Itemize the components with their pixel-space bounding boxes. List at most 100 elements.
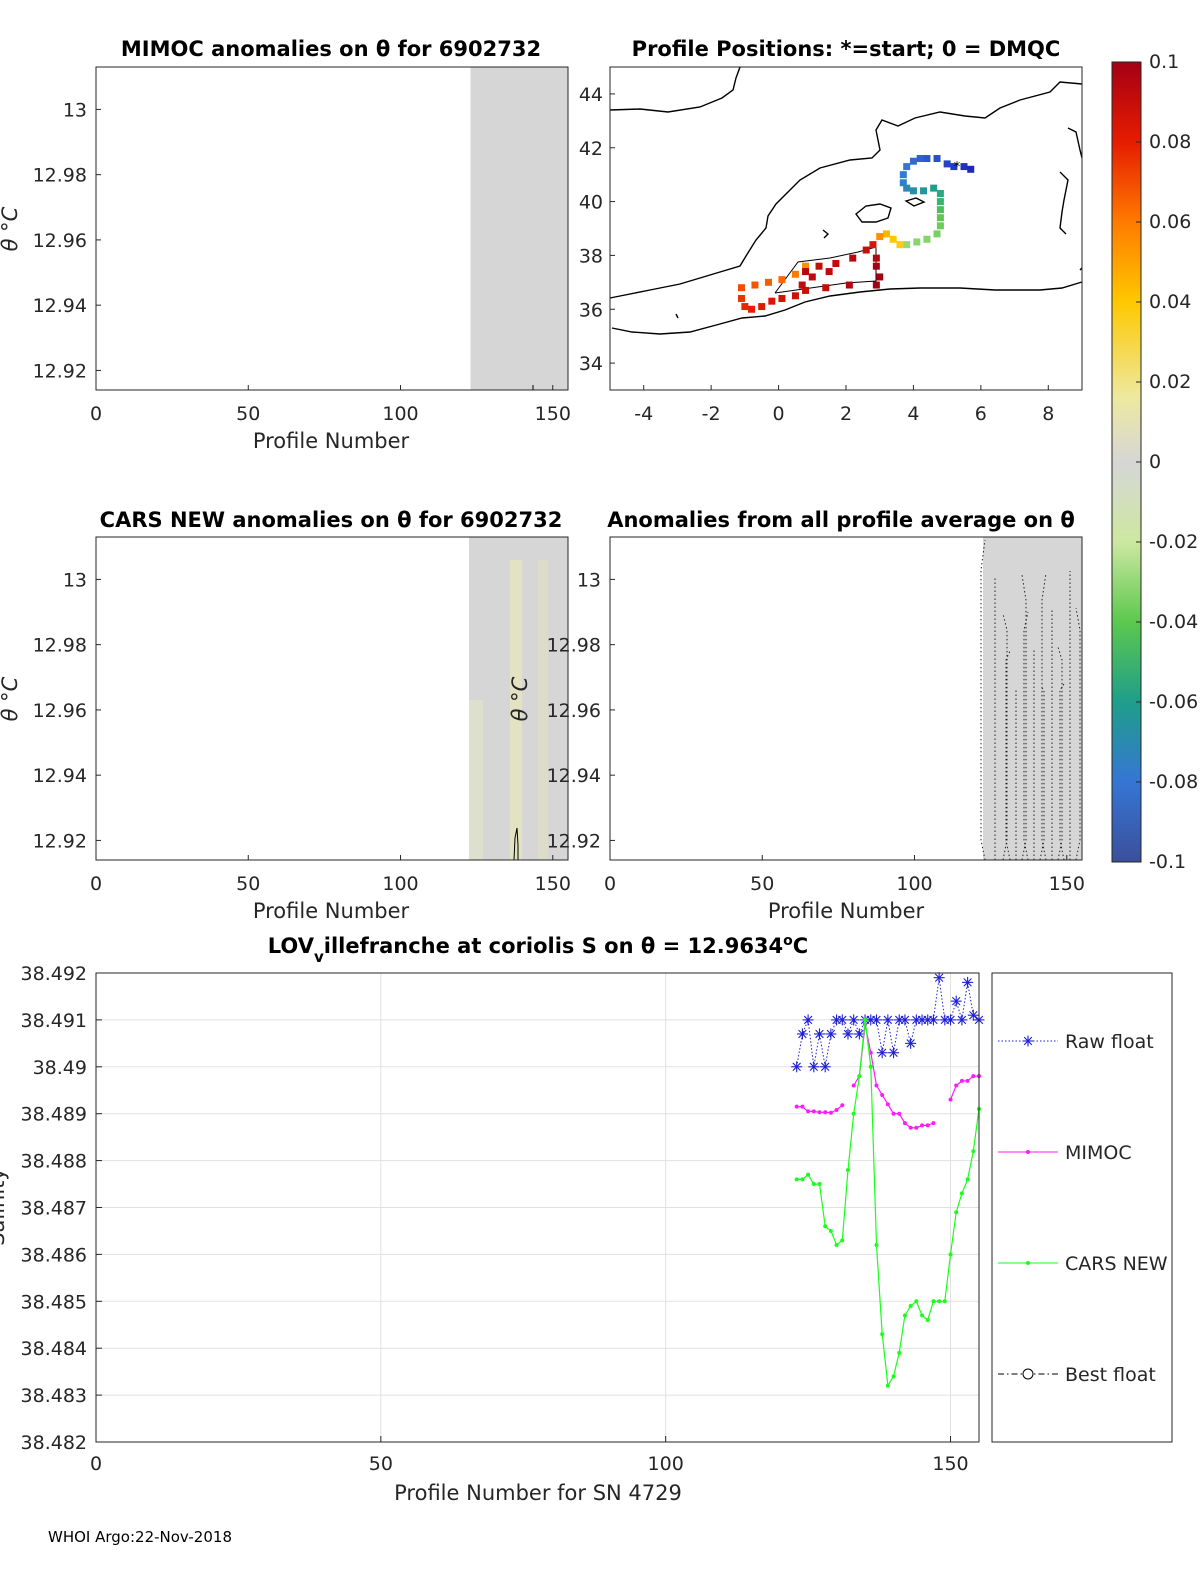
- profile-point: [778, 276, 786, 284]
- cars-panel: CARS NEW anomalies on θ for 6902732 0 50 1…: [0, 508, 571, 923]
- y-tick-label: 12.94: [33, 765, 87, 787]
- mimoc-point: [800, 1104, 805, 1109]
- legend-label: Best float: [1065, 1364, 1156, 1386]
- mimoc-point: [834, 1107, 839, 1112]
- colorbar-tick-label: 0.08: [1149, 131, 1191, 153]
- salinity-panel: LOVvillefranche at coriolis S on θ = 12.…: [0, 933, 1173, 1505]
- profile-point: [903, 184, 911, 192]
- salinity-series: [791, 972, 985, 1388]
- y-tick-label: 12.94: [33, 295, 87, 317]
- colorbar-tick-label: -0.1: [1149, 851, 1186, 873]
- raw-float-point: [791, 1061, 803, 1073]
- profile-point: [751, 281, 759, 289]
- colorbar-tick-label: 0: [1149, 451, 1161, 473]
- colorbar-tick-label: 0.02: [1149, 371, 1191, 393]
- profile-point: [822, 284, 830, 292]
- raw-float-star-stroke: [838, 1015, 847, 1025]
- allavg-contour-line: [980, 539, 986, 861]
- raw-float-point: [956, 1014, 968, 1026]
- mimoc-point: [908, 1125, 913, 1130]
- profile-point: [876, 233, 884, 241]
- colorbar-tick-label: -0.04: [1149, 611, 1198, 633]
- salinity-grid: [95, 972, 979, 1443]
- legend-marker: [1022, 1368, 1034, 1380]
- mimoc-point: [914, 1125, 919, 1130]
- map-x-tick-label: 2: [840, 403, 852, 425]
- cars-new-point: [885, 1383, 890, 1388]
- allavg-contour-line: [1059, 683, 1065, 861]
- legend-label: MIMOC: [1065, 1142, 1132, 1164]
- sal-y-tick-label: 38.489: [21, 1104, 87, 1126]
- profile-point: [741, 303, 749, 311]
- mimoc-point: [902, 1121, 907, 1126]
- raw-float-point: [967, 1009, 979, 1021]
- salinity-ylabel: Salinity: [0, 1168, 9, 1246]
- sal-y-tick-label: 38.486: [21, 1244, 87, 1266]
- profile-point: [872, 254, 880, 262]
- cars-new-point: [925, 1318, 930, 1323]
- salinity-title-unit: C: [793, 934, 808, 958]
- raw-float-star-stroke: [951, 996, 961, 1006]
- raw-float-point: [888, 1047, 900, 1059]
- colorbar-tick-label: 0.1: [1149, 51, 1179, 73]
- allavg-xlabel: Profile Number: [768, 899, 925, 923]
- profile-point: [802, 268, 810, 276]
- raw-float-star-stroke: [820, 1062, 830, 1072]
- raw-float-star-stroke: [803, 1015, 813, 1025]
- raw-float-point: [853, 1028, 865, 1040]
- legend: Raw float MIMOC CARS NEW Best float: [991, 972, 1173, 1443]
- profile-point: [869, 241, 877, 249]
- profile-point: [943, 160, 951, 168]
- cars-new-point: [874, 1243, 879, 1248]
- y-tick-label: 13: [63, 569, 87, 591]
- mimoc-point: [817, 1110, 822, 1115]
- raw-float-point: [945, 1014, 957, 1026]
- cars-new-point: [868, 1064, 873, 1069]
- cars-band-2: [510, 560, 522, 860]
- profile-point: [936, 214, 944, 222]
- raw-float-star-stroke: [849, 1015, 858, 1025]
- cars-new-point: [954, 1210, 959, 1215]
- profile-point: [872, 281, 880, 289]
- profile-point: [950, 163, 958, 171]
- legend-items: Raw float MIMOC CARS NEW Best float: [998, 1031, 1168, 1386]
- profile-point: [882, 230, 890, 238]
- colorbar-tick-label: 0.04: [1149, 291, 1191, 313]
- cars-new-point: [920, 1313, 925, 1318]
- raw-float-star-stroke: [815, 1029, 824, 1039]
- map-x-tick-label: -4: [634, 403, 653, 425]
- colorbar-tick-label: 0.06: [1149, 211, 1191, 233]
- x-tick-label: 100: [896, 873, 932, 895]
- cars-new-point: [914, 1299, 919, 1304]
- cars-new-point: [851, 1111, 856, 1116]
- profile-point: [737, 294, 745, 302]
- mimoc-point: [971, 1074, 976, 1079]
- raw-float-star-stroke: [855, 1029, 864, 1039]
- map-y-tick-label: 44: [579, 84, 603, 106]
- mimoc-axes-box: [95, 66, 569, 391]
- profile-point: [903, 163, 911, 171]
- mimoc-point: [874, 1083, 879, 1088]
- legend-label: Raw float: [1065, 1031, 1154, 1053]
- footer-stamp: WHOI Argo:22-Nov-2018: [48, 1528, 232, 1546]
- profile-point: [920, 187, 928, 195]
- cars-new-point: [811, 1182, 816, 1187]
- raw-float-point: [950, 995, 962, 1007]
- profile-point: [849, 254, 857, 262]
- profile-point: [967, 165, 975, 173]
- map-x-tick-label: 4: [907, 403, 919, 425]
- sal-y-tick-label: 38.483: [21, 1385, 87, 1407]
- mimoc-point: [840, 1103, 845, 1108]
- cars-band-3: [538, 560, 548, 860]
- raw-float-star-stroke: [929, 1015, 938, 1025]
- profile-point: [930, 184, 938, 192]
- profile-point: [913, 238, 921, 246]
- raw-float-star-stroke: [946, 1015, 955, 1025]
- salinity-title-deg: o: [783, 933, 793, 949]
- y-tick-label: 13: [577, 569, 601, 591]
- colorbar-tick-label: -0.06: [1149, 691, 1198, 713]
- sal-y-tick-label: 38.482: [21, 1432, 87, 1454]
- allavg-axes-box: [609, 536, 1083, 861]
- profile-point: [778, 294, 786, 302]
- legend-box: [991, 972, 1173, 1443]
